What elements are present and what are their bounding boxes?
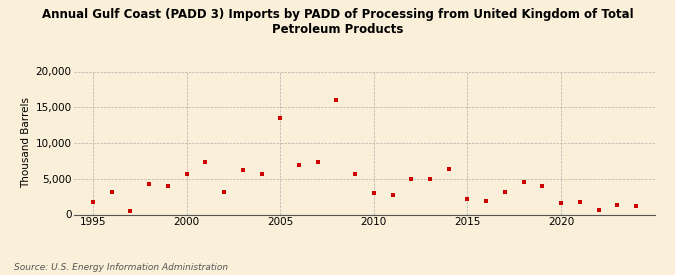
Text: Annual Gulf Coast (PADD 3) Imports by PADD of Processing from United Kingdom of : Annual Gulf Coast (PADD 3) Imports by PA…	[42, 8, 633, 36]
Y-axis label: Thousand Barrels: Thousand Barrels	[21, 98, 31, 188]
Text: Source: U.S. Energy Information Administration: Source: U.S. Energy Information Administ…	[14, 263, 227, 272]
